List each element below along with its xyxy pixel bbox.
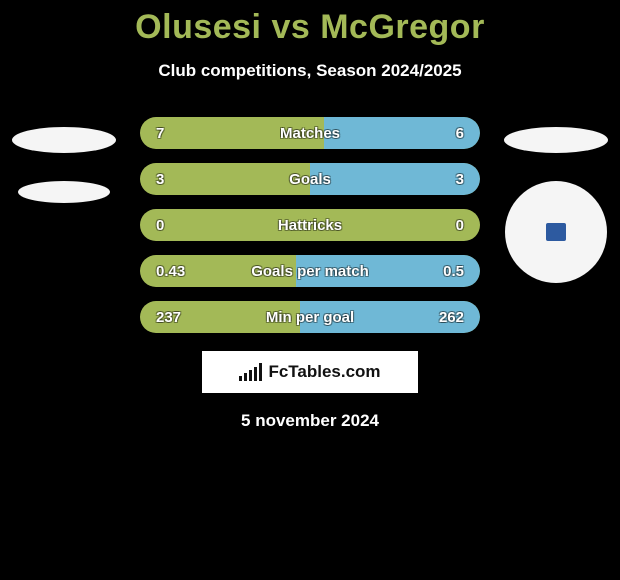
stat-bar: 0 Hattricks 0 <box>140 209 480 241</box>
right-club-image-placeholder <box>505 181 607 283</box>
stat-bar: 237 Min per goal 262 <box>140 301 480 333</box>
right-player-image-placeholder <box>504 127 608 153</box>
stat-label: Goals <box>289 171 331 188</box>
comparison-card: Olusesi vs McGregor Club competitions, S… <box>0 0 620 431</box>
brand-badge[interactable]: FcTables.com <box>202 351 418 393</box>
stat-value-right: 0 <box>456 217 464 234</box>
stat-value-left: 0 <box>156 217 164 234</box>
stat-fill-left <box>140 163 310 195</box>
stat-label: Min per goal <box>266 309 354 326</box>
stat-label: Goals per match <box>251 263 369 280</box>
stat-bar: 0.43 Goals per match 0.5 <box>140 255 480 287</box>
page-title: Olusesi vs McGregor <box>0 8 620 47</box>
stat-value-left: 0.43 <box>156 263 185 280</box>
stats-column: 7 Matches 6 3 Goals 3 0 Hattricks 0 0.43 Goals per… <box>126 117 494 333</box>
broken-image-icon <box>546 223 566 241</box>
stat-label: Hattricks <box>278 217 342 234</box>
stat-value-right: 6 <box>456 125 464 142</box>
stat-fill-right <box>310 163 480 195</box>
stat-value-right: 3 <box>456 171 464 188</box>
main-row: 7 Matches 6 3 Goals 3 0 Hattricks 0 0.43 Goals per… <box>0 117 620 333</box>
left-player-image-placeholder <box>12 127 116 153</box>
stat-label: Matches <box>280 125 340 142</box>
brand-bars-icon <box>239 363 262 381</box>
stat-value-left: 7 <box>156 125 164 142</box>
subtitle: Club competitions, Season 2024/2025 <box>0 61 620 81</box>
date-label: 5 november 2024 <box>0 411 620 431</box>
stat-bar: 3 Goals 3 <box>140 163 480 195</box>
right-player-col <box>500 117 612 283</box>
stat-value-left: 3 <box>156 171 164 188</box>
stat-value-right: 0.5 <box>443 263 464 280</box>
stat-value-left: 237 <box>156 309 181 326</box>
brand-text: FcTables.com <box>268 362 380 382</box>
stat-bar: 7 Matches 6 <box>140 117 480 149</box>
left-player-col <box>8 117 120 231</box>
left-club-image-placeholder <box>18 181 110 203</box>
stat-value-right: 262 <box>439 309 464 326</box>
